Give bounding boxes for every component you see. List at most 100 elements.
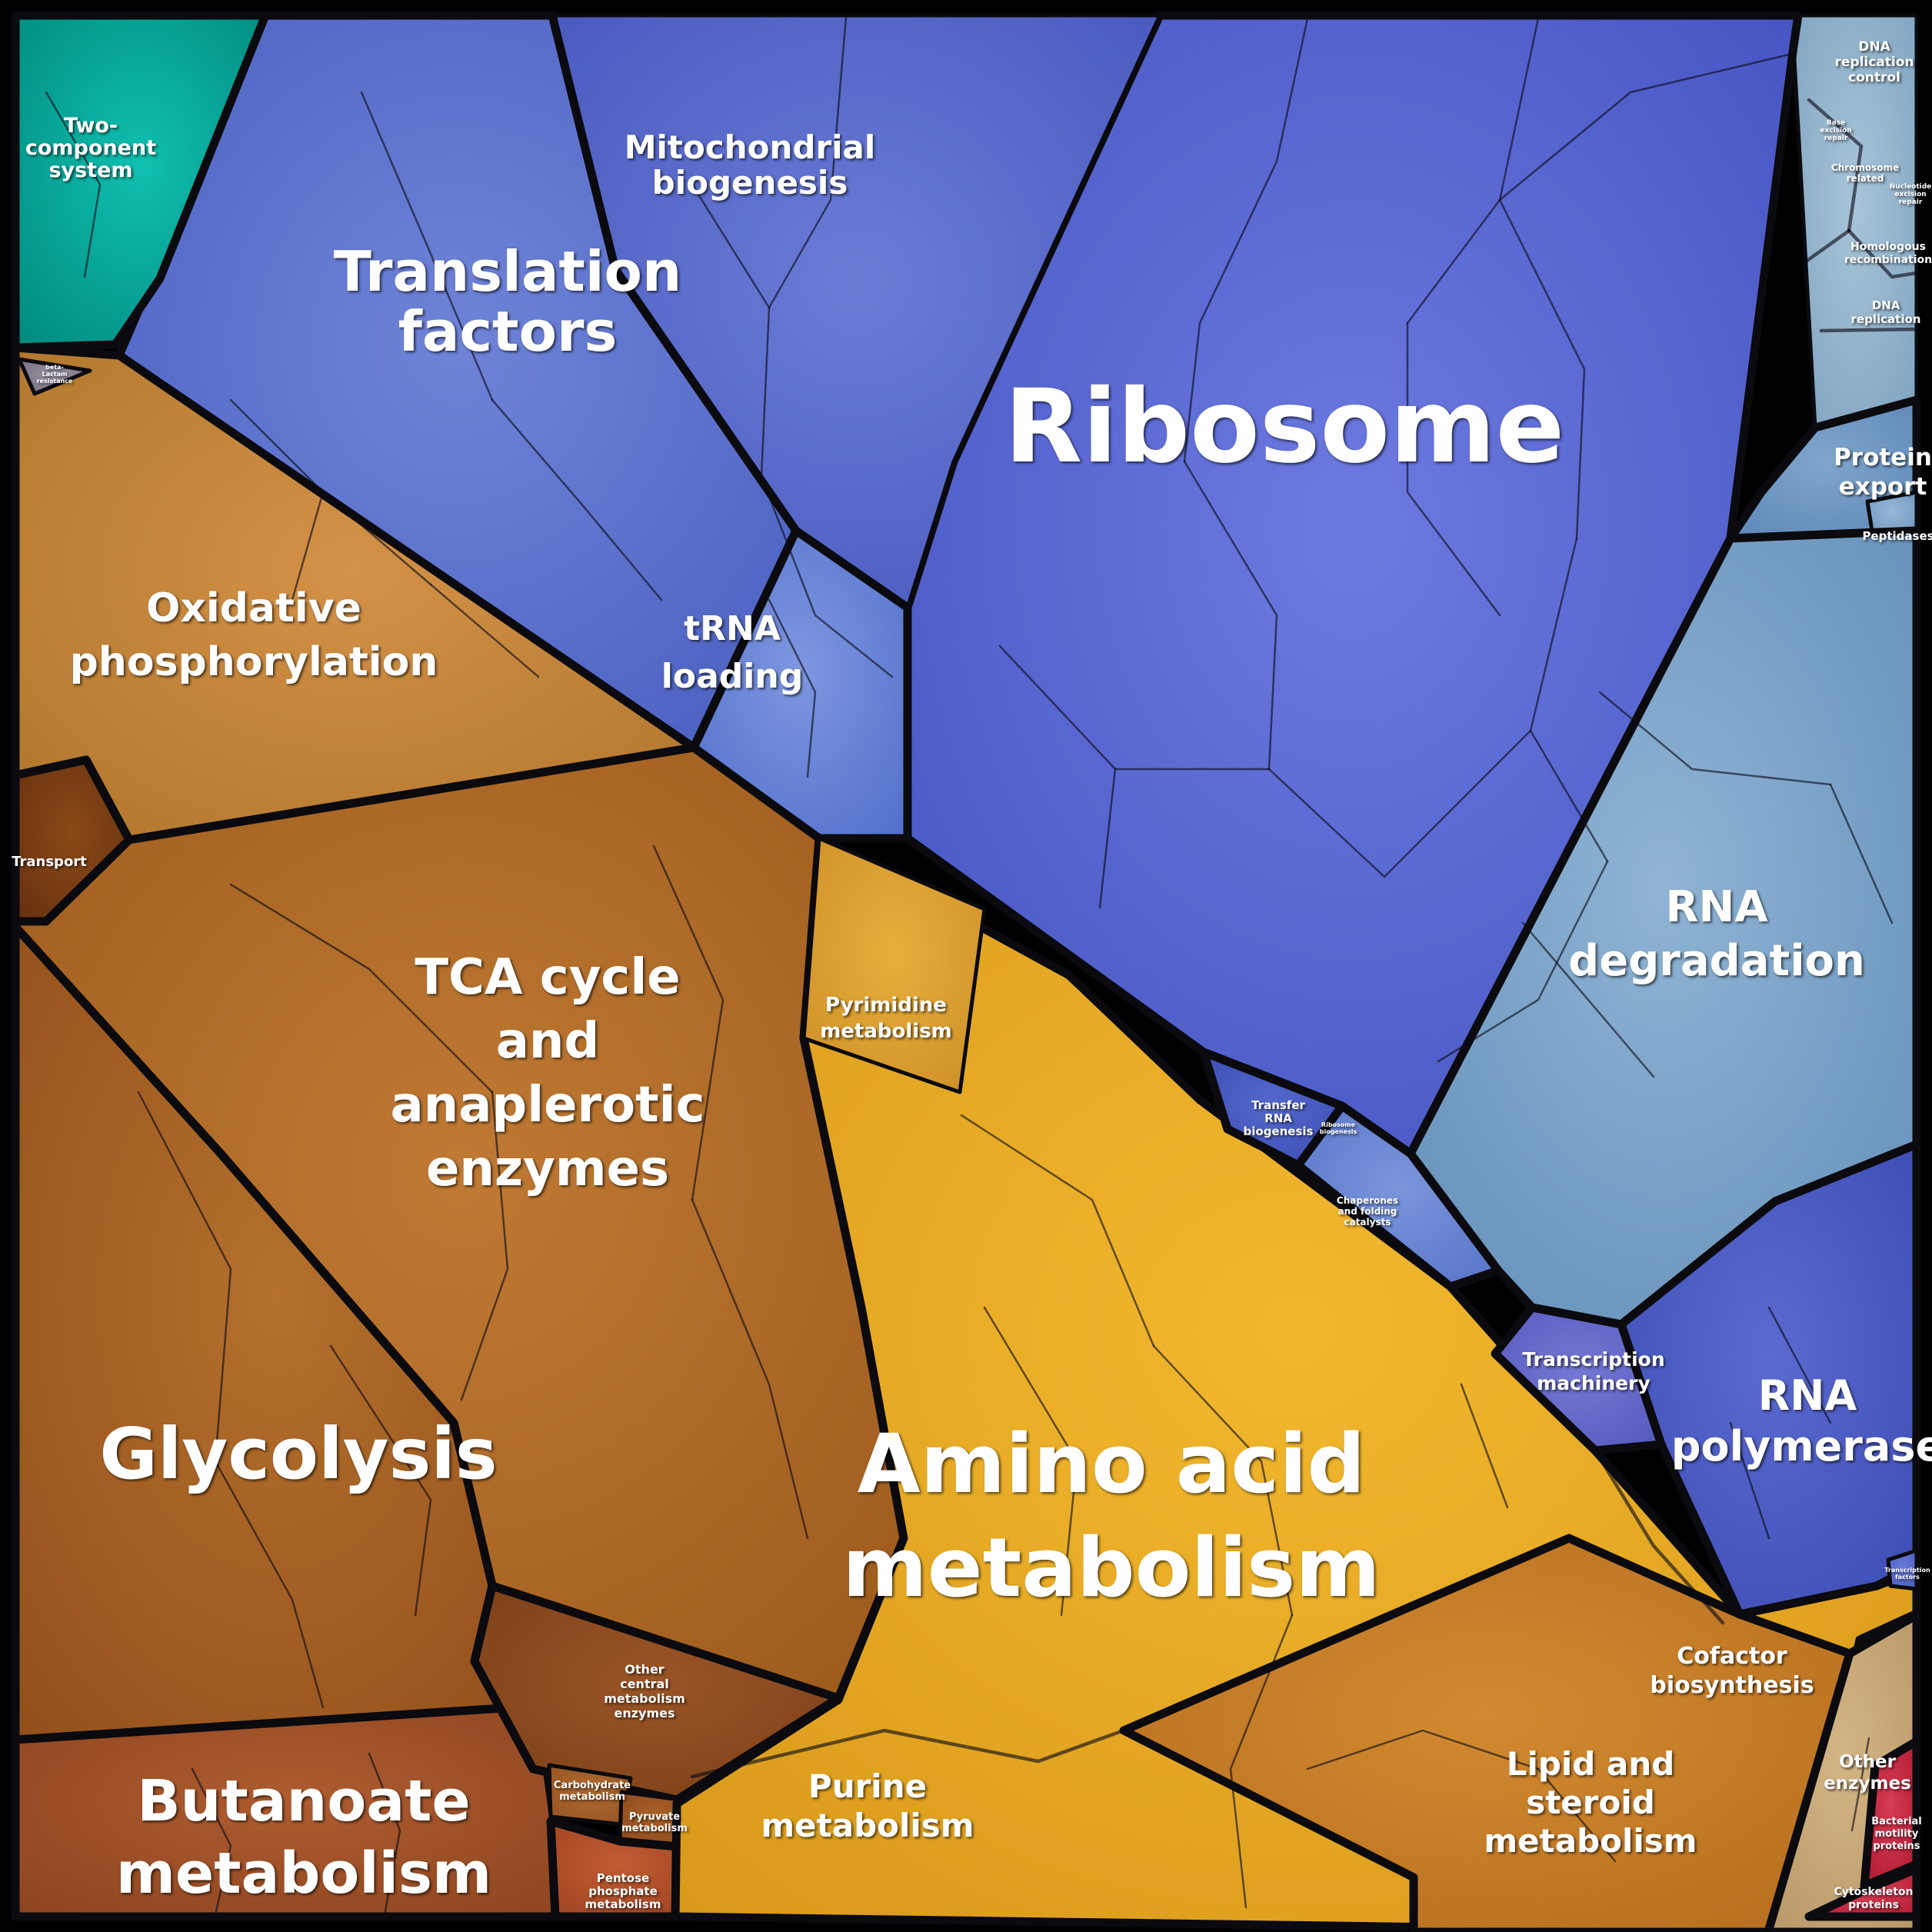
lipid-steroid-metabolism-label-line: steroid — [1526, 1784, 1655, 1821]
mitochondrial-biogenesis-label-line: biogenesis — [652, 164, 848, 202]
tca-cycle-label: TCA cycle and anaplerotic enzymes — [390, 949, 705, 1198]
rna-degradation-label-line: RNA — [1665, 882, 1768, 932]
dna-replication-control-label-line: control — [1848, 70, 1900, 85]
subcell-edge — [1537, 1767, 1617, 1863]
glycolysis-label: Glycolysis — [99, 1413, 497, 1495]
subcell-edge — [1306, 1729, 1540, 1770]
rna-polymerase-label-line: RNA — [1758, 1371, 1857, 1420]
subcell-edge — [691, 1198, 809, 1540]
transcription-factors-label-line: factors — [1895, 1574, 1920, 1581]
homologous-recombination-label-line: Homologous — [1850, 241, 1926, 253]
cytoskeleton-proteins-label-line: proteins — [1848, 1899, 1899, 1911]
dna-replication-control-label-line: DNA — [1858, 39, 1890, 55]
chaperones-folding-region[interactable] — [1294, 1101, 1503, 1291]
transfer-rna-biogenesis-label-line: RNA — [1264, 1111, 1292, 1125]
subcell-edge — [1767, 1306, 1832, 1424]
lipid-steroid-metabolism-label-line: Lipid and — [1507, 1745, 1675, 1783]
rna-degradation-label-line: degradation — [1568, 936, 1865, 986]
cytoskeleton-proteins-region[interactable] — [1804, 1864, 1921, 1921]
dna-replication-control-label-line: replication — [1834, 55, 1914, 70]
carbohydrate-metabolism-label: Carbohydrate metabolism — [554, 1780, 631, 1803]
tca-cycle-label-line: enzymes — [426, 1141, 669, 1198]
cofactor-biosynthesis-label-line: Cofactor — [1677, 1643, 1787, 1670]
base-excision-repair-label-line: repair — [1824, 135, 1848, 142]
chromosome-related-label-line: related — [1847, 173, 1884, 184]
subcell-edge — [652, 844, 724, 1201]
pentose-phosphate-label-line: metabolism — [585, 1897, 661, 1911]
protein-export-label-line: Protein — [1834, 444, 1932, 471]
mitochondrial-biogenesis-label: Mitochondrial biogenesis — [625, 128, 876, 202]
transcription-machinery-region[interactable] — [1491, 1303, 1666, 1455]
subcell-edge — [214, 1460, 325, 1709]
subcell-edge — [368, 1752, 401, 1917]
amino-acid-metabolism-label-line: metabolism — [842, 1521, 1380, 1615]
subcell-edge — [760, 475, 894, 678]
subcell-edge — [1593, 1448, 1725, 1625]
translation-factors-label: Translation factors — [334, 239, 682, 364]
dna-replication-label: DNA replication — [1851, 298, 1921, 326]
subcell-edge — [1406, 321, 1501, 617]
beta-lactam-resistance-label-line: beta- — [45, 364, 64, 371]
transfer-rna-biogenesis-label: Transfer RNA biogenesis — [1244, 1098, 1314, 1138]
subcell-edge — [768, 598, 817, 778]
trna-loading-label: tRNA loading — [661, 609, 803, 696]
bacterial-motility-region[interactable] — [1860, 1737, 1921, 1890]
bacterial-motility-label-line: motility — [1875, 1828, 1919, 1840]
transcription-machinery-label: Transcription machinery — [1522, 1348, 1664, 1394]
pentose-phosphate-label-line: phosphate — [588, 1884, 658, 1898]
pyrimidine-metabolism-label-line: metabolism — [820, 1020, 952, 1043]
chaperones-folding-label-line: Chaperones — [1337, 1195, 1398, 1206]
other-central-metabolism-label-line: central — [620, 1677, 669, 1691]
butanoate-metabolism-label-line: Butanoate — [137, 1768, 470, 1834]
trna-loading-label-line: tRNA — [684, 609, 781, 648]
two-component-system-label-line: system — [48, 158, 132, 182]
subcell-edge — [1829, 783, 1894, 924]
subcell-edge — [1183, 17, 1309, 463]
subcell-edge — [690, 1728, 1126, 1779]
subcell-edge — [1460, 1383, 1509, 1509]
transport-label-line: Transport — [12, 854, 87, 870]
beta-lactam-resistance-region[interactable] — [17, 357, 92, 396]
other-central-metabolism-label-line: enzymes — [614, 1706, 675, 1720]
oxidative-phosphorylation-label-line: Oxidative — [146, 585, 361, 631]
transcription-machinery-label-line: machinery — [1537, 1372, 1651, 1394]
tca-cycle-label-line: TCA cycle — [415, 949, 680, 1006]
labels-layer: Two-component system Translation factors Mit… — [12, 39, 1932, 1911]
subcell-edge — [429, 583, 540, 678]
subcell-edge — [1098, 768, 1117, 909]
subcell-edge — [1437, 860, 1609, 1063]
lipid-steroid-metabolism-label-line: metabolism — [1484, 1822, 1697, 1860]
transcription-factors-region[interactable] — [1886, 1548, 1919, 1591]
subcell-edge — [329, 1344, 432, 1617]
dna-replication-label-line: DNA — [1872, 298, 1900, 312]
subcell-edge — [1804, 228, 1851, 264]
ribosome-biogenesis-label: Ribosome biogenesis — [1320, 1121, 1357, 1135]
subcell-edge — [1819, 327, 1919, 333]
purine-metabolism-label: Purine metabolism — [761, 1767, 974, 1844]
subcell-edge — [360, 91, 494, 401]
subcell-edge — [229, 883, 494, 1094]
two-component-system-region[interactable] — [11, 11, 270, 352]
lipid-steroid-metabolism-label: Lipid and steroid metabolism — [1484, 1745, 1697, 1860]
protein-export-label-line: export — [1839, 473, 1927, 501]
cytoskeleton-proteins-label: Cytoskeleton proteins — [1834, 1886, 1913, 1911]
trna-loading-region[interactable] — [689, 526, 912, 843]
subcell-edge — [1850, 1737, 1870, 1832]
other-central-metabolism-label-line: metabolism — [604, 1691, 685, 1706]
subcell-edge — [291, 491, 325, 601]
subcell-edge — [1807, 98, 1864, 233]
subcell-edge — [960, 1114, 1155, 1347]
cytoskeleton-proteins-label-line: Cytoskeleton — [1834, 1886, 1913, 1898]
two-component-system-label: Two-component system — [25, 114, 156, 182]
pyruvate-metabolism-label: Pyruvate metabolism — [621, 1811, 688, 1834]
chaperones-folding-label: Chaperones and folding catalysts — [1337, 1195, 1398, 1227]
bacterial-motility-label: Bacterial motility proteins — [1871, 1816, 1922, 1852]
cells-layer — [11, 11, 1921, 1932]
nucleotide-excision-repair-label-line: excision — [1894, 191, 1926, 198]
translation-factors-label-line: factors — [398, 299, 618, 364]
butanoate-metabolism-label: Butanoate metabolism — [116, 1768, 491, 1907]
peptidases-label: Peptidases — [1862, 529, 1932, 543]
subcell-edge — [983, 1306, 1078, 1617]
pyrimidine-metabolism-region[interactable] — [801, 836, 987, 1094]
